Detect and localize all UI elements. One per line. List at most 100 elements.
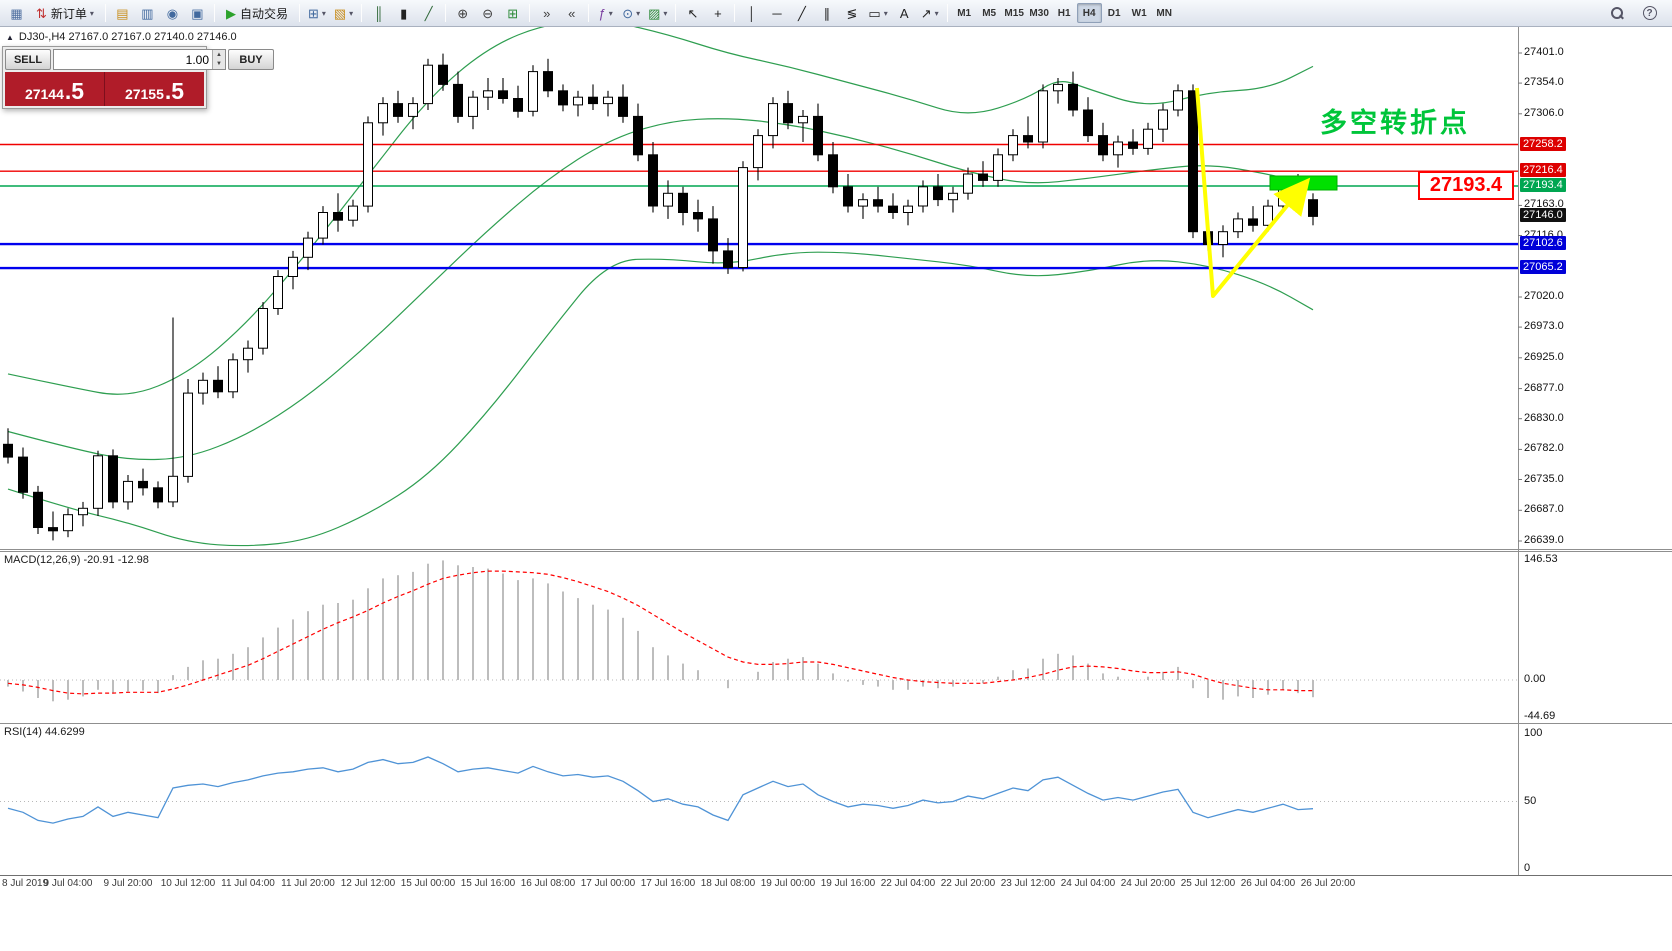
- chart-shift-icon: «: [568, 5, 576, 21]
- data-window-icon: ▥: [141, 5, 154, 21]
- timeframe-w1[interactable]: W1: [1131, 7, 1147, 19]
- timeframe-d1[interactable]: D1: [1107, 7, 1121, 19]
- toolbar-separator: [213, 4, 215, 22]
- templates-icon[interactable]: ▨ ▾: [645, 3, 670, 24]
- timeframe-h1[interactable]: H1: [1057, 7, 1071, 19]
- price-level-label: 27258.2: [1520, 136, 1566, 151]
- volume-spinner[interactable]: ▲ ▼: [212, 50, 225, 69]
- arrow-tools-icon: ↗: [920, 5, 932, 21]
- profiles-icon: ▧: [333, 5, 347, 21]
- price-level-label: 27146.0: [1520, 208, 1566, 223]
- price-axis-label: 27401.0: [1524, 46, 1564, 58]
- crosshair-icon[interactable]: +: [706, 3, 729, 24]
- timeframe-m30[interactable]: M30: [1029, 7, 1049, 19]
- data-window-icon[interactable]: ▥: [136, 3, 159, 24]
- cursor-icon: ↖: [687, 5, 699, 21]
- rsi-indicator-label: RSI(14) 44.6299: [4, 726, 85, 738]
- symbol-search-button[interactable]: [1605, 3, 1628, 24]
- volume-input-group: ▲ ▼: [53, 49, 226, 70]
- zoom-in-icon[interactable]: ⊕: [451, 3, 474, 24]
- time-axis-label: 18 Jul 08:00: [700, 878, 756, 889]
- macd-indicator-label: MACD(12,26,9) -20.91 -12.98: [4, 554, 149, 566]
- price-axis-label: 27163.0: [1524, 198, 1564, 211]
- sell-price-fraction: .5: [64, 78, 85, 105]
- horizontal-line-icon[interactable]: ─: [765, 3, 788, 24]
- chart-window-icon[interactable]: ▦: [5, 3, 28, 24]
- buy-button[interactable]: BUY: [228, 49, 274, 70]
- navigator-icon[interactable]: ◉: [161, 3, 184, 24]
- macd-histogram: [7, 560, 1314, 702]
- spinner-up-icon[interactable]: ▲: [213, 50, 225, 60]
- time-axis-label: 12 Jul 12:00: [340, 878, 396, 889]
- channel-icon[interactable]: ∥: [815, 3, 838, 24]
- time-axis-label: 15 Jul 00:00: [400, 878, 456, 889]
- timeframe-m1[interactable]: M1: [957, 7, 972, 19]
- time-axis-label: 26 Jul 20:00: [1300, 878, 1356, 889]
- spinner-down-icon[interactable]: ▼: [213, 59, 225, 69]
- candlestick-chart-icon[interactable]: ▮: [392, 3, 415, 24]
- time-axis-label: 22 Jul 20:00: [940, 878, 996, 889]
- bollinger-lower-band: [7, 251, 1314, 547]
- chart-window-icon: ▦: [10, 5, 23, 21]
- horizontal-line-icon: ─: [772, 5, 782, 21]
- help-icon: ?: [1642, 6, 1657, 20]
- auto-trading-icon: ▶: [225, 5, 236, 21]
- one-click-trading-panel: SELL ▲ ▼ BUY 27144 .5 27155 .5: [2, 46, 274, 109]
- timeframe-m5[interactable]: M5: [982, 7, 997, 19]
- time-axis-label: 8 Jul 2019: [2, 878, 49, 889]
- sell-price-tile[interactable]: 27144 .5: [5, 72, 104, 106]
- cursor-icon[interactable]: ↖: [681, 3, 704, 24]
- time-axis-label: 17 Jul 00:00: [580, 878, 636, 889]
- toolbar-separator: [588, 4, 590, 22]
- vertical-line-icon[interactable]: │: [740, 3, 763, 24]
- indicators-icon[interactable]: ƒ ▾: [594, 3, 617, 24]
- profiles-icon[interactable]: ▧ ▾: [331, 3, 356, 24]
- market-watch-icon[interactable]: ▤: [111, 3, 134, 24]
- arrow-tools-icon[interactable]: ↗ ▾: [918, 3, 942, 24]
- shapes-icon: ▭: [868, 5, 881, 21]
- time-axis-label: 19 Jul 16:00: [820, 878, 876, 889]
- shapes-icon[interactable]: ▭ ▾: [865, 3, 890, 24]
- volume-input[interactable]: [54, 50, 212, 69]
- bar-chart-icon: ║: [374, 5, 384, 21]
- help-button[interactable]: ?: [1638, 3, 1661, 24]
- trade-panel-controls: SELL ▲ ▼ BUY: [5, 49, 274, 70]
- fibonacci-icon[interactable]: ≶: [840, 3, 863, 24]
- bar-chart-icon[interactable]: ║: [367, 3, 390, 24]
- periodicity-icon[interactable]: ⊙ ▾: [619, 3, 643, 24]
- new-chart-icon[interactable]: ⊞ ▾: [305, 3, 329, 24]
- time-axis-label: 11 Jul 04:00: [221, 878, 275, 889]
- market-watch-icon: ▤: [116, 5, 129, 21]
- auto-scroll-icon: »: [543, 5, 551, 21]
- toolbar: ▦ ⇅ 新订单 ▾ ▤ ▥ ◉ ▣ ▶ 自动交易 ⊞ ▾ ▧ ▾ ║ ▮ ╱ ⊕ ⊖ ⊞» «ƒ ▾ ⊙ ▾ ▨ ▾ ↖ + │ ─ ╱ ∥ ≶…: [0, 0, 1672, 27]
- timeframe-m15[interactable]: M15: [1004, 7, 1024, 19]
- zoom-out-icon[interactable]: ⊖: [476, 3, 499, 24]
- toolbar-buttons: ▦ ⇅ 新订单 ▾ ▤ ▥ ◉ ▣ ▶ 自动交易 ⊞ ▾ ▧ ▾ ║ ▮ ╱ ⊕ ⊖ ⊞» «ƒ ▾ ⊙ ▾ ▨ ▾ ↖ + │ ─ ╱ ∥ ≶…: [4, 0, 1177, 26]
- chart-canvas[interactable]: [0, 27, 1672, 893]
- terminal-icon[interactable]: ▣: [186, 3, 209, 24]
- rsi-scale-label: 100: [1524, 727, 1543, 739]
- fibonacci-icon: ≶: [846, 5, 858, 21]
- annotation-price-callout: 27193.4: [1418, 171, 1514, 200]
- yellow-trend-arrow[interactable]: [1195, 87, 1311, 298]
- timeframe-mn[interactable]: MN: [1156, 7, 1172, 19]
- price-level-label: 27102.6: [1520, 236, 1566, 251]
- toolbar-separator: [529, 4, 531, 22]
- symbol-ohlc-line: ▲ DJ30-,H4 27167.0 27167.0 27140.0 27146…: [6, 31, 237, 43]
- caret-down-icon: ▾: [883, 8, 888, 18]
- line-chart-icon[interactable]: ╱: [417, 3, 440, 24]
- trendline-icon[interactable]: ╱: [790, 3, 813, 24]
- text-label-icon[interactable]: A: [893, 3, 916, 24]
- sell-button[interactable]: SELL: [5, 49, 51, 70]
- new-order-button[interactable]: ⇅ 新订单 ▾: [30, 3, 100, 24]
- tile-windows-icon[interactable]: ⊞: [501, 3, 524, 24]
- chart-shift-icon[interactable]: «: [560, 3, 583, 24]
- buy-price-tile[interactable]: 27155 .5: [104, 72, 204, 106]
- timeframe-h4[interactable]: H4: [1076, 3, 1102, 23]
- time-axis-label: 25 Jul 12:00: [1180, 878, 1236, 889]
- auto-trading-button[interactable]: ▶ 自动交易: [220, 3, 294, 24]
- auto-scroll-icon[interactable]: »: [535, 3, 558, 24]
- time-axis-label: 19 Jul 00:00: [760, 878, 816, 889]
